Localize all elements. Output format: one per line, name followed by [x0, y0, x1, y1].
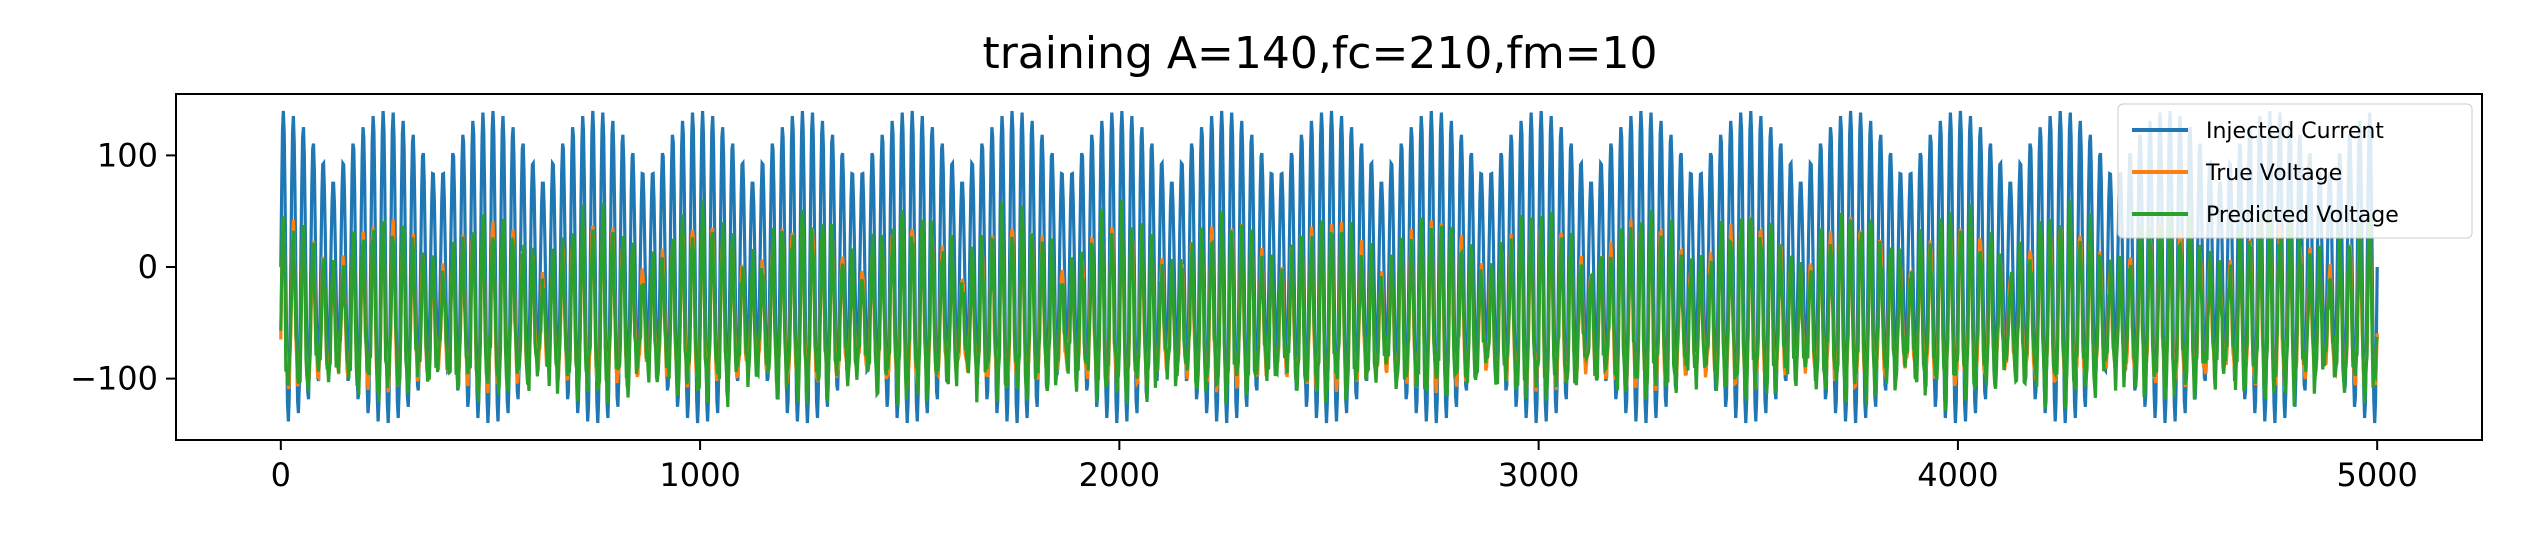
legend-label: True Voltage	[2205, 161, 2342, 186]
y-tick-label: −100	[70, 360, 158, 398]
y-tick-label: 100	[97, 136, 158, 174]
x-tick-label: 4000	[1917, 456, 1998, 494]
x-tick-label: 1000	[659, 456, 740, 494]
y-tick-label: 0	[138, 248, 158, 286]
legend: Injected Current True Voltage Predicted Vo…	[2117, 103, 2473, 239]
plot-lines	[279, 110, 2379, 424]
legend-label: Injected Current	[2206, 119, 2384, 144]
chart-title: training A=140,fc=210,fm=10	[982, 28, 1657, 79]
x-tick-label: 0	[271, 456, 291, 494]
legend-box	[2117, 103, 2473, 239]
x-tick-label: 5000	[2336, 456, 2417, 494]
series-line-predicted-voltage	[279, 199, 2379, 411]
x-tick-label: 2000	[1079, 456, 1160, 494]
x-tick-label: 3000	[1498, 456, 1579, 494]
legend-label: Predicted Voltage	[2206, 203, 2399, 228]
